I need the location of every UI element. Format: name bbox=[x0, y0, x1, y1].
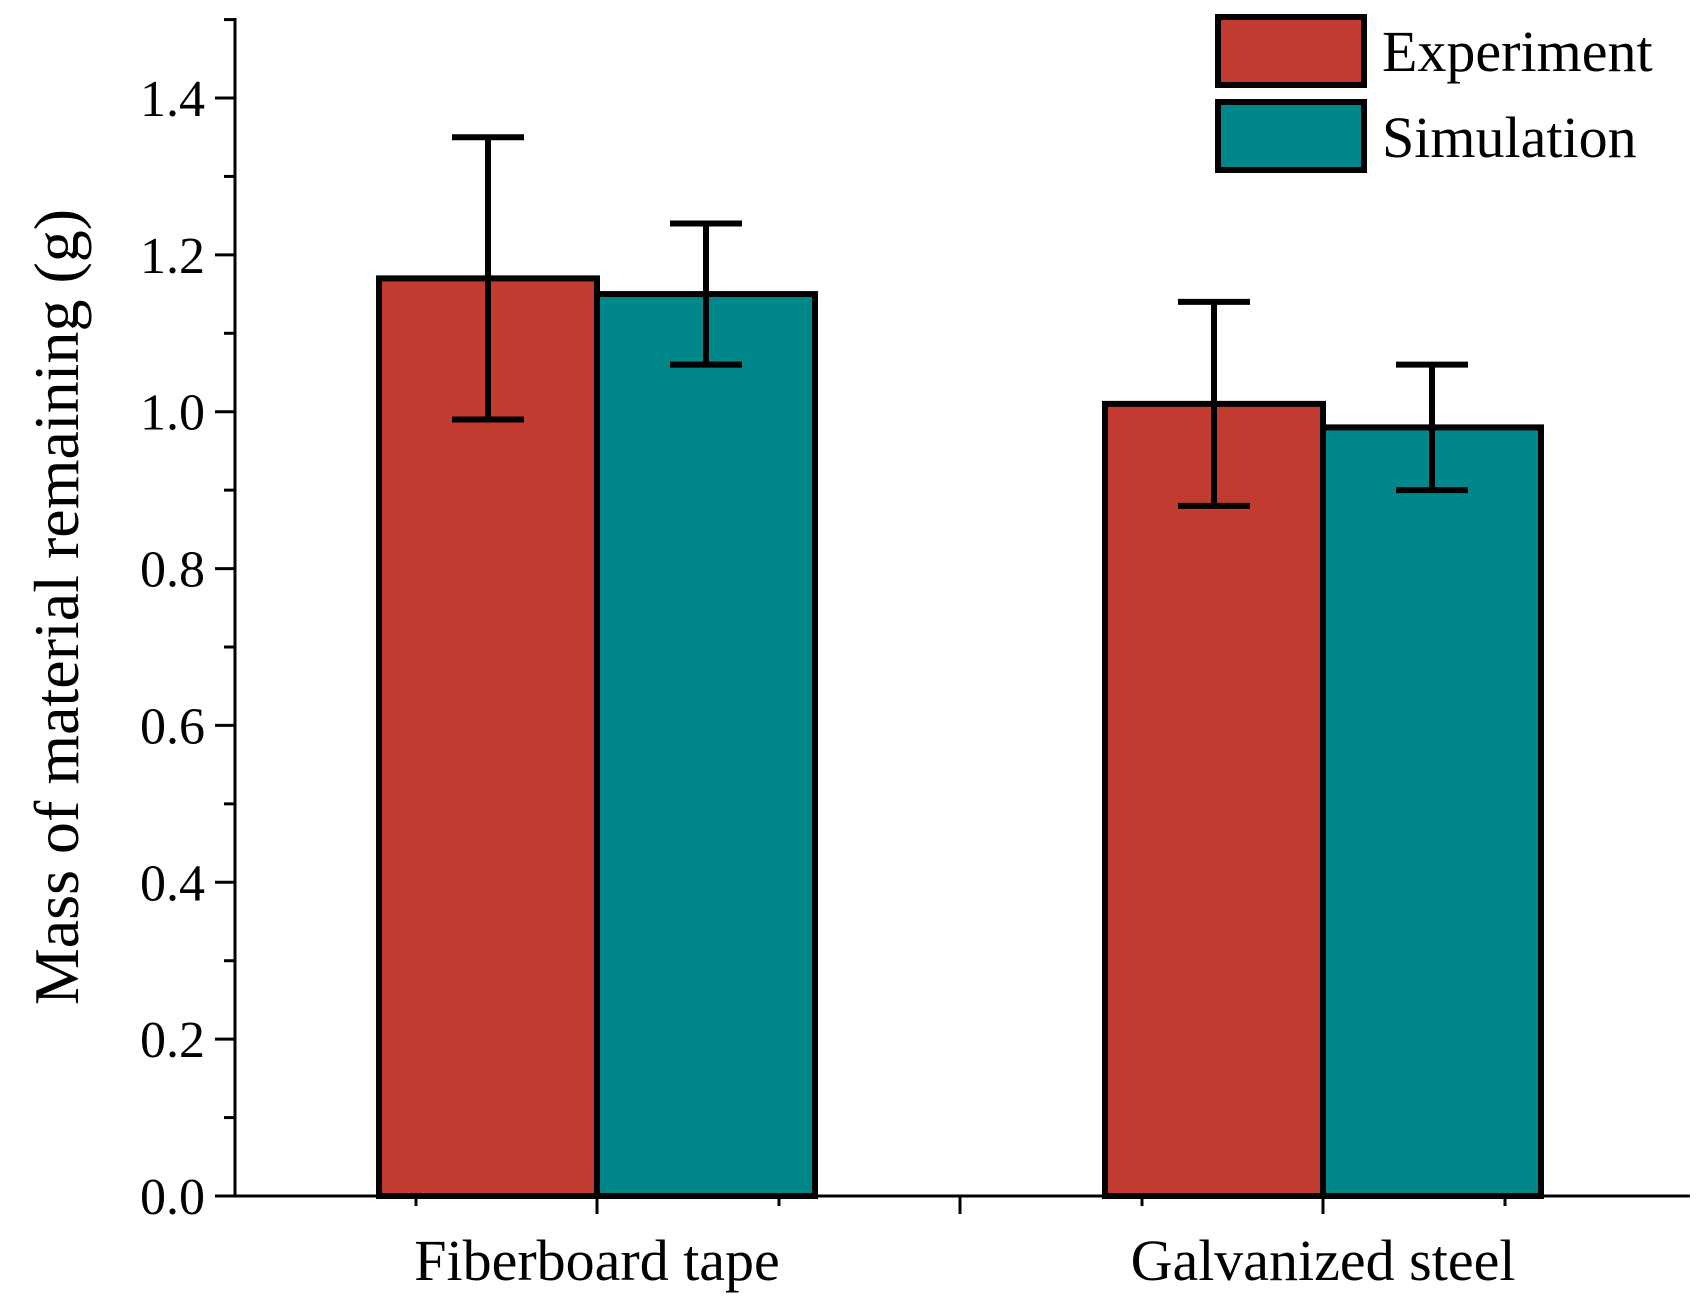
bar-experiment-galvanized-steel bbox=[1102, 400, 1326, 1200]
category-label-galvanized-steel: Galvanized steel bbox=[1131, 1228, 1516, 1293]
legend-label-experiment: Experiment bbox=[1382, 19, 1653, 84]
bar-simulation-fiberboard-tape bbox=[594, 291, 818, 1200]
y-tick-label: 1.4 bbox=[140, 71, 205, 128]
legend-label-simulation: Simulation bbox=[1382, 105, 1637, 170]
y-tick-label: 0.8 bbox=[140, 542, 205, 599]
y-tick-label: 0.4 bbox=[140, 855, 205, 912]
y-axis-title: Mass of material remaining (g) bbox=[21, 209, 92, 1005]
y-tick-label: 1.0 bbox=[140, 385, 205, 442]
bar-experiment-fiberboard-tape bbox=[376, 275, 600, 1199]
y-tick-label: 1.2 bbox=[140, 228, 205, 285]
y-tick-label: 0.6 bbox=[140, 698, 205, 755]
y-tick-label: 0.2 bbox=[140, 1012, 205, 1069]
x-ticks bbox=[414, 1196, 1507, 1214]
legend-swatch-simulation bbox=[1215, 99, 1367, 173]
category-label-fiberboard-tape: Fiberboard tape bbox=[414, 1228, 780, 1293]
y-tick-label: 0.0 bbox=[140, 1169, 205, 1226]
bars-layer bbox=[376, 275, 1544, 1200]
y-ticks: 0.0 0.2 0.4 0.6 0.8 1.0 1.2 1.4 bbox=[140, 18, 235, 1226]
error-bars-layer bbox=[452, 134, 1468, 509]
legend-swatch-experiment bbox=[1215, 14, 1367, 88]
legend: Experiment Simulation bbox=[1215, 14, 1653, 173]
axes bbox=[233, 18, 1690, 1198]
bar-simulation-galvanized-steel bbox=[1320, 424, 1544, 1199]
